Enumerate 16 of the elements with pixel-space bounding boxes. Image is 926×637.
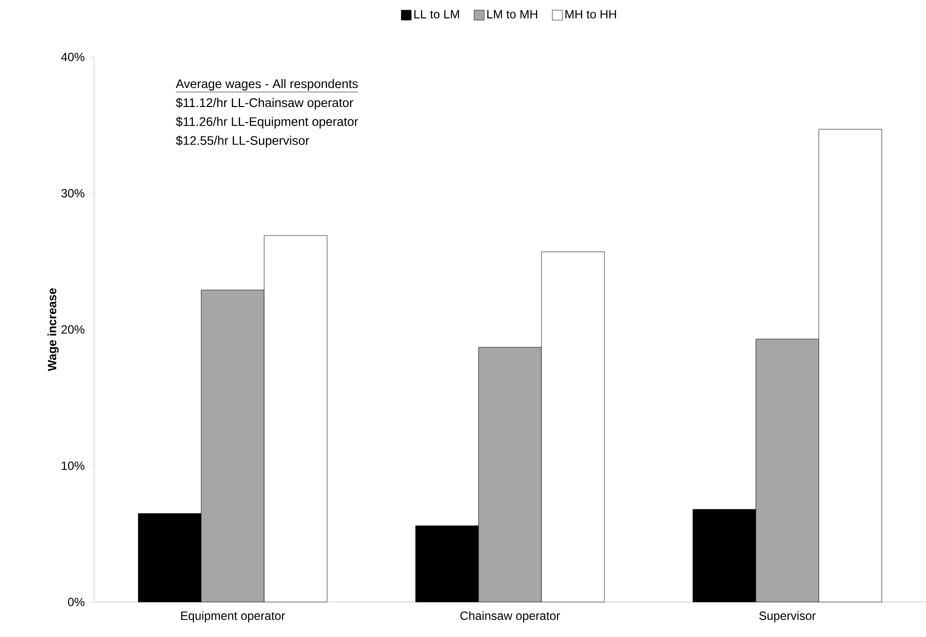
y-tick-label: 0%	[68, 598, 84, 606]
annotation: $11.12/hr LL-Chainsaw operator	[176, 98, 354, 110]
annotation: $12.55/hr LL-Supervisor	[176, 136, 310, 148]
y-tick-label: 40%	[61, 52, 84, 62]
legend-label: LL to LM	[414, 10, 459, 18]
annotation: $11.26/hr LL-Equipment operator	[176, 116, 358, 128]
x-tick-label: Equipment operator	[181, 611, 285, 622]
legend-label: LM to MH	[487, 10, 538, 18]
y-tick-label: 30%	[61, 189, 84, 198]
x-tick-label: Supervisor	[759, 611, 816, 622]
y-tick-label: 20%	[61, 325, 84, 334]
y-axis-title: Wage increase	[48, 288, 59, 372]
annotation: Average wages - All respondents	[176, 78, 358, 91]
legend-label: MH to HH	[566, 10, 616, 18]
x-tick-label: Chainsaw operator	[460, 611, 560, 622]
y-tick-label: 10%	[62, 462, 84, 470]
